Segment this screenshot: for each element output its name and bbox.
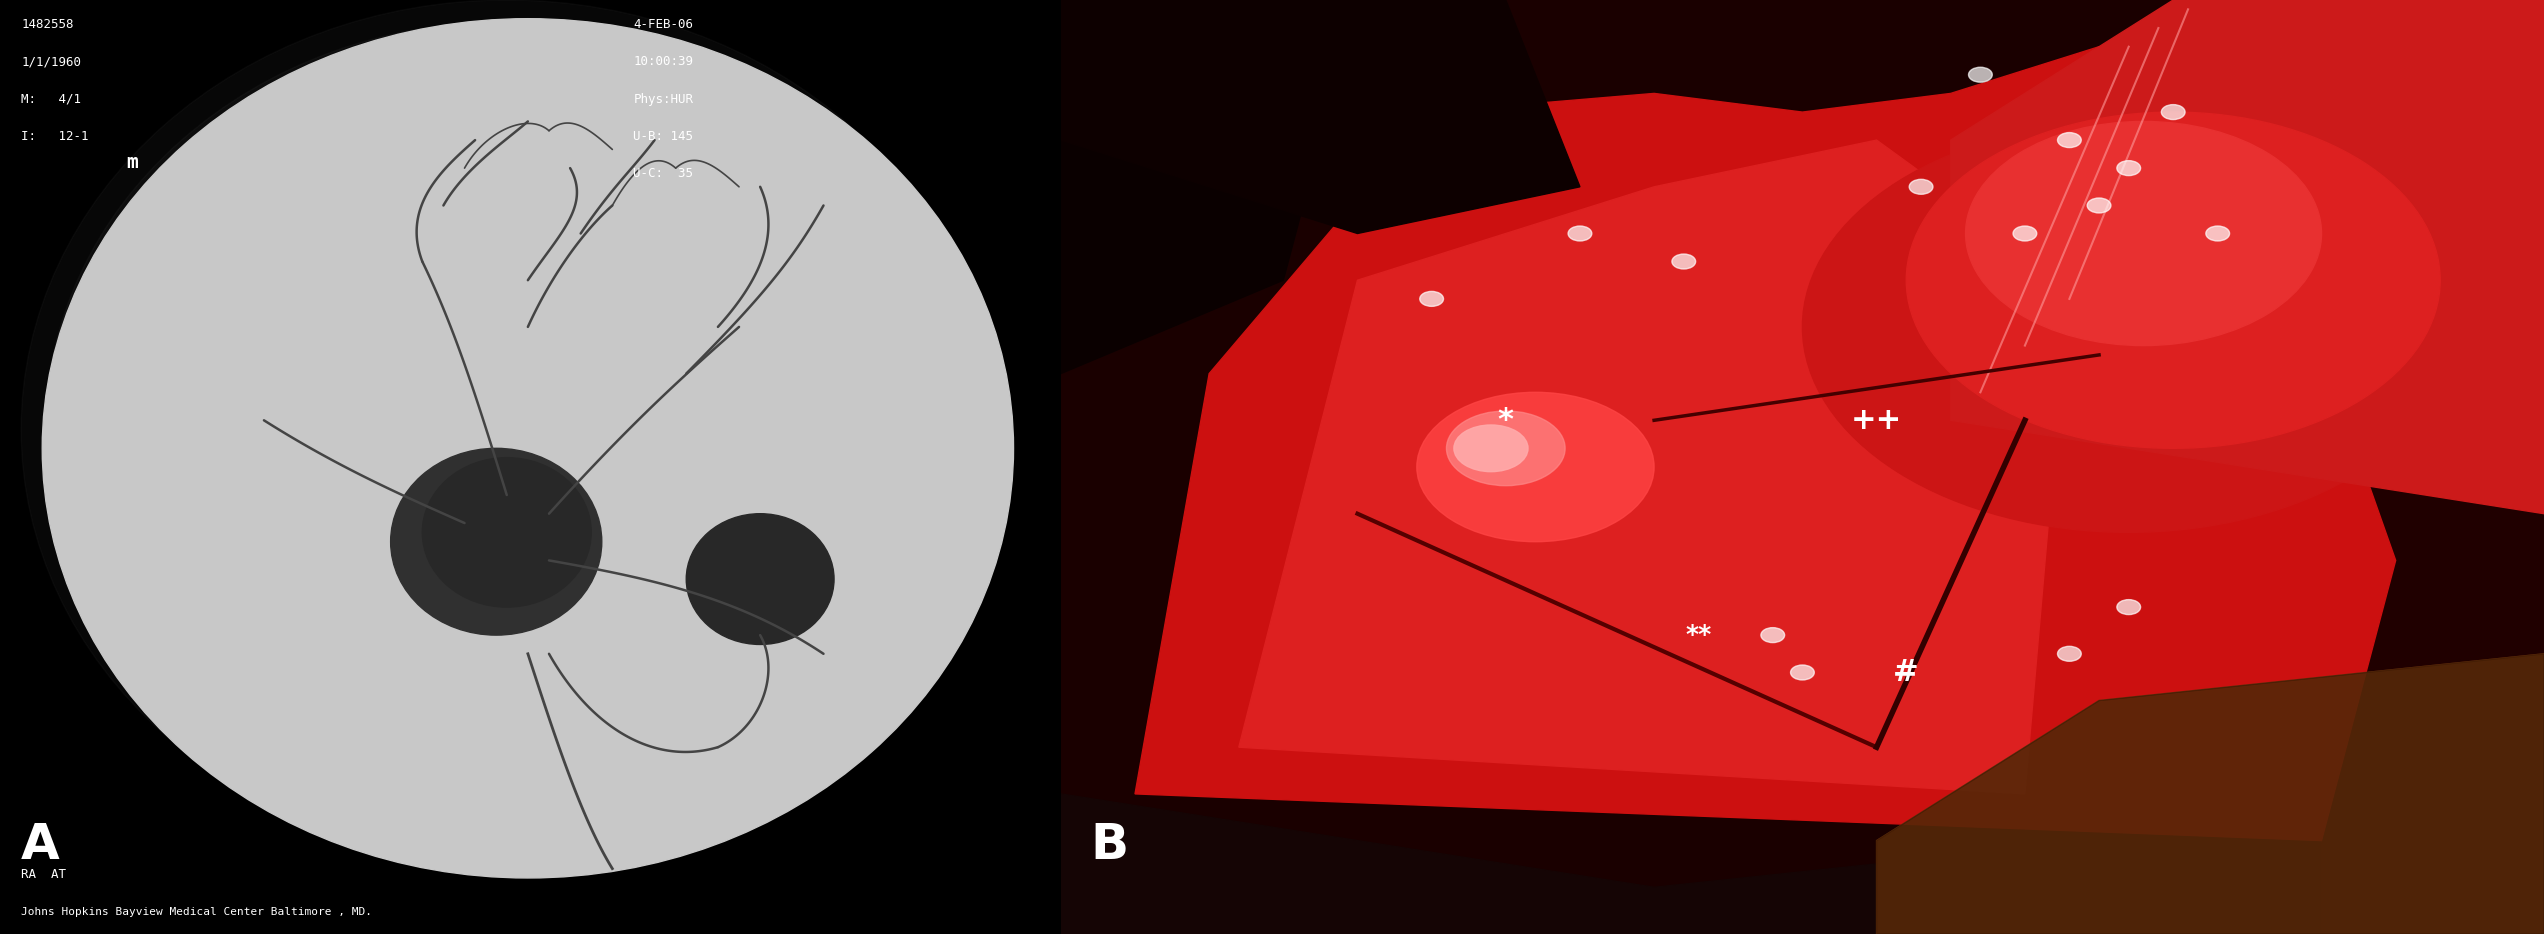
Circle shape (1905, 112, 2440, 448)
Circle shape (1448, 411, 1565, 486)
Circle shape (2117, 161, 2140, 176)
Text: 4-FEB-06: 4-FEB-06 (633, 18, 695, 31)
Circle shape (2117, 600, 2140, 615)
Text: **: ** (1687, 623, 1712, 647)
Polygon shape (1239, 140, 2068, 794)
Text: ++: ++ (1852, 405, 1903, 435)
Text: M:   4/1: M: 4/1 (20, 92, 81, 106)
Circle shape (43, 19, 1013, 878)
Circle shape (2058, 133, 2081, 148)
Circle shape (1671, 254, 1697, 269)
Text: #: # (1893, 658, 1918, 687)
Circle shape (1760, 628, 1786, 643)
Text: Johns Hopkins Bayview Medical Center Baltimore , MD.: Johns Hopkins Bayview Medical Center Bal… (20, 907, 371, 917)
Polygon shape (1135, 47, 2396, 841)
Circle shape (1417, 392, 1654, 542)
Circle shape (1969, 67, 1992, 82)
Text: U-C:  35: U-C: 35 (633, 167, 695, 180)
Text: B: B (1091, 821, 1130, 870)
Circle shape (2058, 646, 2081, 661)
Polygon shape (2323, 0, 2544, 934)
Text: 10:00:39: 10:00:39 (633, 55, 695, 68)
Circle shape (2086, 198, 2112, 213)
Circle shape (1801, 121, 2455, 532)
Circle shape (687, 514, 834, 644)
Circle shape (392, 448, 603, 635)
Circle shape (1567, 226, 1593, 241)
Polygon shape (1061, 0, 1358, 374)
Text: 1/1/1960: 1/1/1960 (20, 55, 81, 68)
Circle shape (1908, 179, 1933, 194)
Polygon shape (1877, 654, 2544, 934)
Text: *: * (1498, 405, 1514, 435)
Text: I:   12-1: I: 12-1 (20, 130, 89, 143)
Text: 1482558: 1482558 (20, 18, 74, 31)
Text: Phys:HUR: Phys:HUR (633, 92, 695, 106)
Text: U-B: 145: U-B: 145 (633, 130, 695, 143)
Circle shape (422, 458, 590, 607)
Text: RA  AT: RA AT (20, 868, 66, 881)
Polygon shape (1061, 700, 2544, 934)
Text: m: m (127, 153, 137, 172)
Polygon shape (1877, 654, 2544, 934)
Circle shape (1791, 665, 1814, 680)
Circle shape (1420, 291, 1442, 306)
Text: A: A (20, 821, 61, 870)
Circle shape (2012, 226, 2038, 241)
Polygon shape (1061, 0, 1580, 234)
Polygon shape (1951, 0, 2544, 514)
Circle shape (1967, 121, 2323, 346)
Circle shape (1453, 425, 1529, 472)
Circle shape (2162, 105, 2185, 120)
Circle shape (2206, 226, 2229, 241)
